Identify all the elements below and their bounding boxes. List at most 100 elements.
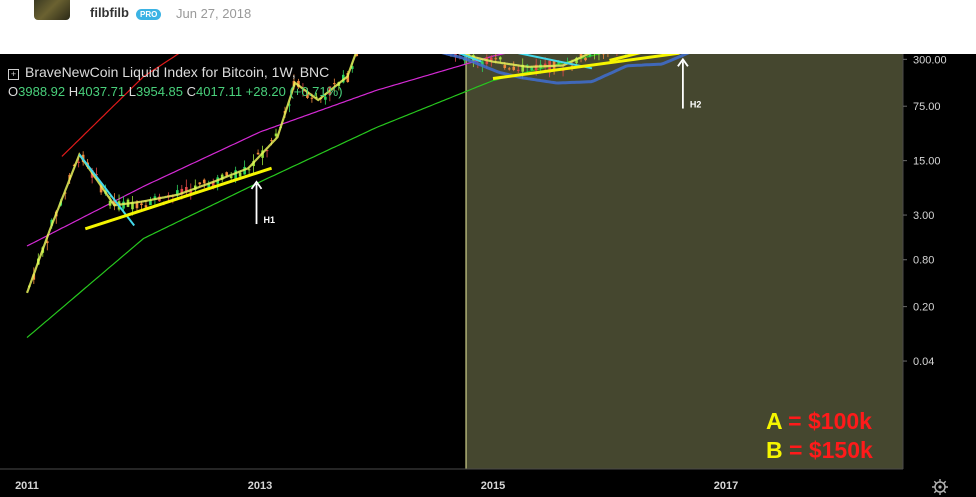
candle-body xyxy=(570,65,574,67)
support-line-2015 xyxy=(492,54,680,80)
moving-average-line xyxy=(441,54,690,85)
candle-body xyxy=(256,152,260,155)
open-label: O xyxy=(8,84,19,99)
note-a-sep: = xyxy=(788,408,802,434)
low-label: L xyxy=(128,84,136,99)
support-line-2016 xyxy=(609,54,641,62)
candle-body xyxy=(315,96,318,98)
candle-body xyxy=(579,54,583,57)
candle-body xyxy=(234,170,237,179)
low-value: 3954.85 xyxy=(136,84,183,99)
candle-body xyxy=(274,133,278,137)
author-avatar[interactable] xyxy=(34,0,70,20)
x-tick-label: 2011 xyxy=(15,480,39,492)
candle-body xyxy=(113,199,116,206)
arrow-h1-label: H1 xyxy=(264,215,276,225)
candle-body xyxy=(270,140,273,142)
y-tick-label: 0.20 xyxy=(913,302,934,314)
y-tick-label: 75.00 xyxy=(913,101,941,113)
candle-body xyxy=(144,205,148,208)
plus-box-icon[interactable]: + xyxy=(8,69,19,80)
legend-title-text: BraveNewCoin Liquid Index for Bitcoin, 1… xyxy=(25,64,330,80)
candle-body xyxy=(355,54,359,57)
candle-body xyxy=(481,61,484,66)
note-a-value: $100k xyxy=(807,408,872,434)
candle-body xyxy=(516,69,520,71)
change-value: +28.20 (+0.71%) xyxy=(245,84,343,99)
close-label: C xyxy=(186,84,197,99)
x-axis-ticks: 2011 2013 2015 2017 xyxy=(15,480,738,492)
candle-body xyxy=(310,97,314,99)
y-tick-label: 3.00 xyxy=(913,210,934,222)
high-value: 4037.71 xyxy=(78,84,126,99)
x-tick-label: 2017 xyxy=(714,480,738,492)
candle-body xyxy=(108,200,112,206)
price-chart[interactable]: ABH1H2H3 18 Mar '194043.12 2200000.00600… xyxy=(0,54,976,497)
candle-body xyxy=(207,183,211,188)
candle-body xyxy=(512,66,516,70)
note-b-key: B xyxy=(766,437,783,463)
candle-body xyxy=(498,57,502,60)
candle-body xyxy=(467,54,471,55)
middle-band-curve xyxy=(26,54,506,247)
candle-body xyxy=(211,181,215,189)
candle-body xyxy=(202,179,206,184)
candle-body xyxy=(131,202,134,210)
candle-body xyxy=(95,174,98,176)
candle-body xyxy=(530,66,533,70)
projection-zone xyxy=(466,54,903,469)
y-tick-label: 0.04 xyxy=(913,356,934,368)
time-axis[interactable] xyxy=(0,469,903,497)
high-label: H xyxy=(68,84,79,99)
candle-body xyxy=(185,186,188,192)
candle-body xyxy=(225,172,228,176)
candle-body xyxy=(45,241,49,244)
candle-body xyxy=(494,58,498,60)
candle-body xyxy=(306,91,309,98)
candle-body xyxy=(490,57,493,61)
annotation-layer: ABH1H2H3 xyxy=(78,54,702,231)
candle-body xyxy=(588,54,592,57)
candle-body xyxy=(99,185,103,193)
note-b-value: $150k xyxy=(808,437,873,463)
trend-line-2014-a xyxy=(458,54,482,63)
post-header: filbfilb PRO Jun 27, 2018 xyxy=(0,0,976,54)
candle-body xyxy=(324,96,327,100)
candle-body xyxy=(198,182,202,185)
trend-line-2014-b xyxy=(517,54,593,70)
y-tick-label: 0.80 xyxy=(913,255,934,267)
x-tick-label: 2013 xyxy=(248,480,272,492)
open-value: 3988.92 xyxy=(18,84,66,99)
candle-body xyxy=(238,172,242,177)
candle-body xyxy=(333,83,336,85)
target-b-note: B = $150k xyxy=(766,437,873,464)
candle-body xyxy=(247,169,251,171)
candle-body xyxy=(561,70,565,72)
candle-body xyxy=(265,150,269,152)
close-value: 4017.11 xyxy=(196,84,243,99)
candle-body xyxy=(301,90,305,92)
candle-body xyxy=(220,174,224,180)
close-price-line xyxy=(25,54,591,294)
author-name[interactable]: filbfilb xyxy=(90,5,129,20)
candle-body xyxy=(180,188,184,195)
candle-body xyxy=(140,203,143,206)
candle-body xyxy=(288,104,291,106)
candle-body xyxy=(149,200,152,206)
trend-line-2011 xyxy=(78,153,135,227)
candle-body xyxy=(176,190,179,195)
settings-gear-icon[interactable] xyxy=(932,479,948,495)
candle-body xyxy=(507,68,511,70)
x-tick-label: 2015 xyxy=(481,480,505,492)
candle-body xyxy=(77,161,80,163)
price-line-layer xyxy=(25,54,690,294)
arrow-h2-head xyxy=(677,57,689,67)
note-a-key: A xyxy=(766,408,782,434)
pro-badge: PRO xyxy=(136,9,162,20)
note-b-sep: = xyxy=(789,437,803,463)
post-date: Jun 27, 2018 xyxy=(176,6,252,21)
chart-legend-title: + BraveNewCoin Liquid Index for Bitcoin, … xyxy=(8,64,329,80)
price-axis[interactable] xyxy=(903,54,976,497)
arrow-h2-label: H2 xyxy=(690,100,702,110)
candle-body xyxy=(503,64,507,68)
